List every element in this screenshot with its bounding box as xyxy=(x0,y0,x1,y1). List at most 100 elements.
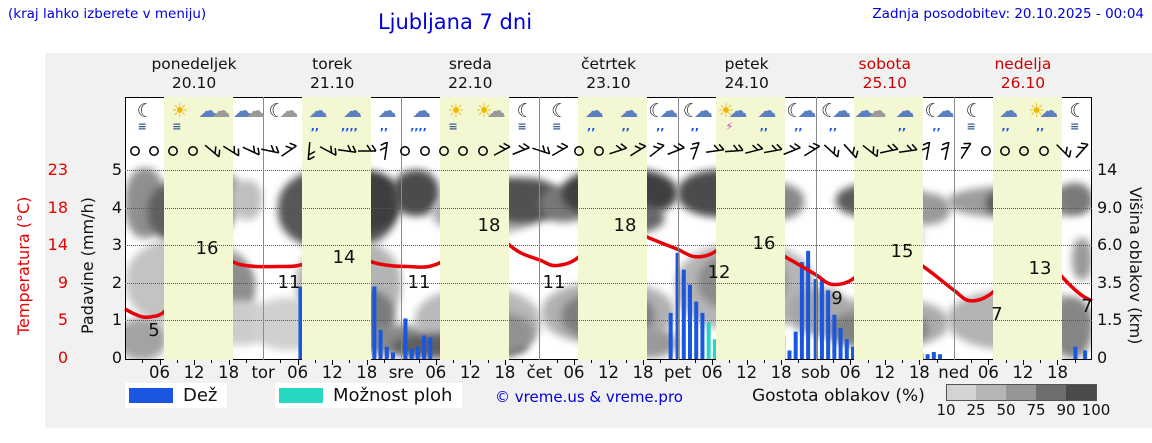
precip-bar xyxy=(428,337,433,359)
precip-bar xyxy=(694,301,699,359)
temp-tick: 18 xyxy=(47,198,68,217)
temp-label: 18 xyxy=(613,215,637,236)
precip-tick: 1 xyxy=(111,310,122,329)
precip-bar xyxy=(925,354,930,359)
precip-tick: 3 xyxy=(111,235,122,254)
precip-bar xyxy=(688,284,693,359)
precip-bar xyxy=(384,346,389,359)
moon-fog-icon: ☾ ≡ xyxy=(124,100,160,132)
x-tick xyxy=(194,360,196,365)
wind-barb-icon xyxy=(260,142,280,160)
wind-barb-icon xyxy=(744,142,764,160)
rain-swatch xyxy=(129,388,173,403)
day-date: 25.10 xyxy=(862,74,907,92)
x-tick xyxy=(349,360,351,363)
wind-barb-icon xyxy=(337,142,357,160)
x-tick xyxy=(729,360,731,363)
showers-label: Možnost ploh xyxy=(333,385,453,406)
calm-icon xyxy=(1034,142,1054,160)
icon-glyph: ☾☁ xyxy=(924,100,955,122)
hour-label: 18 xyxy=(1046,363,1068,382)
x-tick xyxy=(625,360,627,363)
hour-label: 06 xyxy=(977,363,999,382)
icon-glyph: ☾ xyxy=(516,100,534,122)
day-name: sreda xyxy=(448,55,492,73)
rain-icon: ☁,, xyxy=(746,100,782,132)
temp-label: 15 xyxy=(890,241,914,262)
icon-modifier: ,, xyxy=(794,120,803,133)
cloud-height-tick: 6.0 xyxy=(1097,235,1123,254)
precip-tick: 4 xyxy=(111,198,122,217)
x-tick xyxy=(297,360,299,365)
precip-bar xyxy=(298,286,303,359)
day-separator xyxy=(815,97,817,360)
precip-bar xyxy=(793,331,798,359)
wind-barb-icon xyxy=(279,142,299,160)
hour-label: 18 xyxy=(632,363,654,382)
precip-bar xyxy=(700,312,705,359)
wind-barb-icon xyxy=(956,142,976,160)
x-tick xyxy=(850,360,852,365)
x-tick xyxy=(643,360,645,365)
precip-bar xyxy=(838,327,843,359)
icon-modifier: ,, xyxy=(828,120,838,133)
moon-fog-icon: ☾ ≡ xyxy=(504,100,540,132)
day-name: torek xyxy=(312,55,353,73)
x-tick xyxy=(332,360,334,365)
location-menu-hint[interactable]: (kraj lahko izberete v meniju) xyxy=(8,6,207,22)
icon-modifier: ,, xyxy=(310,120,320,133)
day-date: 24.10 xyxy=(724,74,769,92)
density-tick-label: 100 xyxy=(1081,401,1111,419)
moon-rain-icon: ☾☁,, xyxy=(642,100,678,132)
day-date: 20.10 xyxy=(171,74,217,92)
wind-barb-icon xyxy=(628,142,648,160)
precip-tick: 5 xyxy=(111,160,122,179)
wind-barb-icon xyxy=(511,142,531,160)
day-date: 26.10 xyxy=(1000,74,1046,92)
daylight-band xyxy=(854,97,924,360)
temp-label: 5 xyxy=(148,320,160,341)
x-tick xyxy=(781,360,783,365)
density-segment xyxy=(1066,384,1097,401)
x-tick xyxy=(884,360,886,365)
day-separator xyxy=(539,97,541,360)
x-tick xyxy=(936,360,938,363)
hour-label: 18 xyxy=(356,363,378,382)
calm-icon xyxy=(125,142,145,160)
density-segment xyxy=(976,384,1007,401)
rain-icon: ☁,, xyxy=(608,100,644,132)
x-tick xyxy=(211,360,213,363)
density-tick-label: 25 xyxy=(966,401,986,419)
icon-glyph: ☾☁ xyxy=(786,100,816,122)
wind-barb-icon xyxy=(1072,142,1092,160)
x-tick xyxy=(159,360,161,365)
x-tick xyxy=(453,360,455,363)
heavy-rain-icon: ☁,,,, xyxy=(401,100,437,133)
density-segment xyxy=(946,384,978,401)
credit-link[interactable]: © vreme.us & vreme.pro xyxy=(495,388,683,406)
gridline xyxy=(125,245,1092,246)
wind-barb-icon xyxy=(202,142,222,160)
icon-glyph: ☁ xyxy=(584,100,604,122)
icon-modifier: ,, xyxy=(1001,120,1010,133)
icon-modifier: ≡ xyxy=(172,120,182,133)
temp-tick: 9 xyxy=(57,273,68,292)
hour-label: 12 xyxy=(1012,363,1034,382)
precip-bar xyxy=(681,269,686,359)
precip-bar xyxy=(390,352,395,359)
day-boundary-label: tor xyxy=(251,363,275,382)
x-tick xyxy=(504,360,506,365)
temp-tick: 23 xyxy=(47,160,68,179)
wind-barb-icon xyxy=(918,142,938,160)
precip-bar xyxy=(668,312,673,359)
icon-modifier: ,,,, xyxy=(410,120,427,133)
density-tick-label: 10 xyxy=(936,401,956,419)
x-tick xyxy=(418,360,420,363)
daylight-band xyxy=(578,97,648,360)
temp-label: 7 xyxy=(991,304,1003,325)
precip-bar xyxy=(787,350,792,359)
cloud-height-tick: 14 xyxy=(1097,160,1118,179)
precip-bar xyxy=(832,314,837,359)
wind-barb-icon xyxy=(879,142,899,160)
daylight-band xyxy=(716,97,786,360)
